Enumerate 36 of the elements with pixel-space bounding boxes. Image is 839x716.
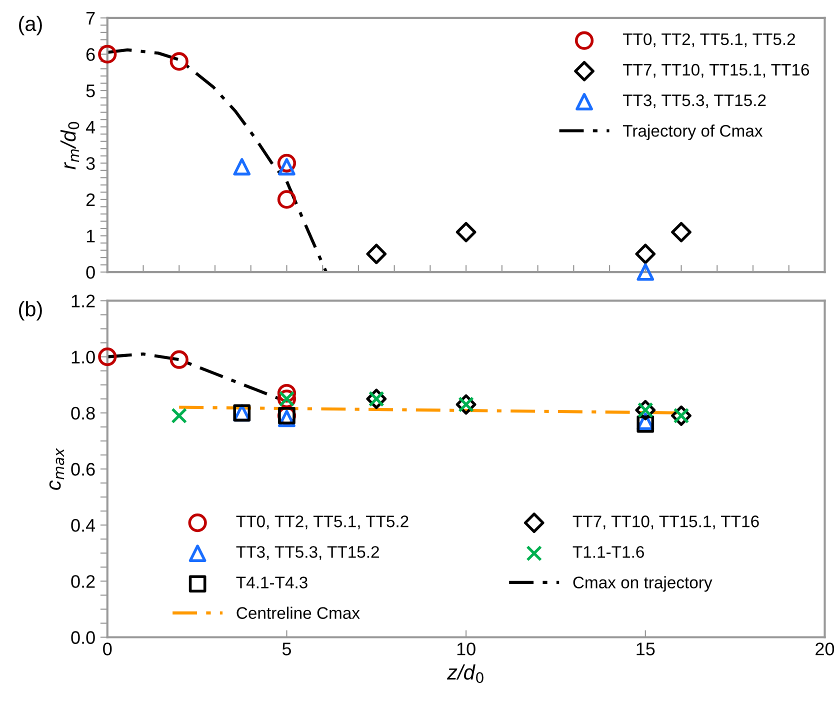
y-tick-label: 4 (86, 120, 96, 134)
y-tick-label: 1.0 (72, 350, 95, 364)
y-tick-label: 0.4 (71, 519, 96, 532)
text: (b) (19, 301, 42, 321)
legend-label: TT3, TT5.3, TT15.2 (236, 546, 379, 560)
legend-label: Centreline Cmax (236, 606, 360, 619)
text: (a) (19, 16, 42, 36)
y-tick-label: 0.2 (71, 575, 95, 588)
x-axis-title: z/d$_{0}$ (446, 664, 484, 684)
y-tick-label: 0.0 (71, 631, 95, 644)
y-tick-label: 1 (86, 230, 95, 242)
y-axis-title: c$_{max}$ (49, 448, 64, 490)
y-tick-label: 3 (86, 157, 95, 170)
legend-label: Trajectory of Cmax (622, 124, 763, 140)
x-tick-label: 0 (103, 642, 112, 656)
legend-label: TT7, TT10, TT15.1, TT16 (622, 64, 810, 78)
y-tick-label: 6 (86, 48, 95, 61)
x-tick-label: 10 (457, 642, 476, 656)
legend-label: TT0, TT2, TT5.1, TT5.2 (622, 33, 796, 48)
x-tick-label: 5 (282, 642, 291, 656)
y-tick-label: 0.6 (71, 462, 95, 476)
legend-label: T1.1-T1.6 (572, 546, 644, 558)
y-tick-label: 0.8 (71, 406, 95, 420)
x-tick-label: 15 (636, 642, 655, 656)
x-tick-label: 20 (816, 642, 834, 656)
y-tick-label: 7 (86, 12, 95, 24)
y-tick-label: 0 (86, 266, 95, 279)
legend-label: T4.1-T4.3 (236, 576, 308, 588)
y-axis-title: r$_{m}$/d$_{0}$ (60, 122, 80, 170)
legend-label: Cmax on trajectory (573, 576, 712, 592)
y-tick-label: 2 (86, 193, 95, 206)
y-tick-label: 5 (86, 84, 95, 98)
legend-label: TT3, TT5.3, TT15.2 (622, 94, 766, 108)
y-tick-label: 1.2 (72, 294, 95, 308)
legend-label: TT7, TT10, TT15.1, TT16 (572, 516, 759, 530)
legend-label: TT0, TT2, TT5.1, TT5.2 (236, 516, 408, 530)
